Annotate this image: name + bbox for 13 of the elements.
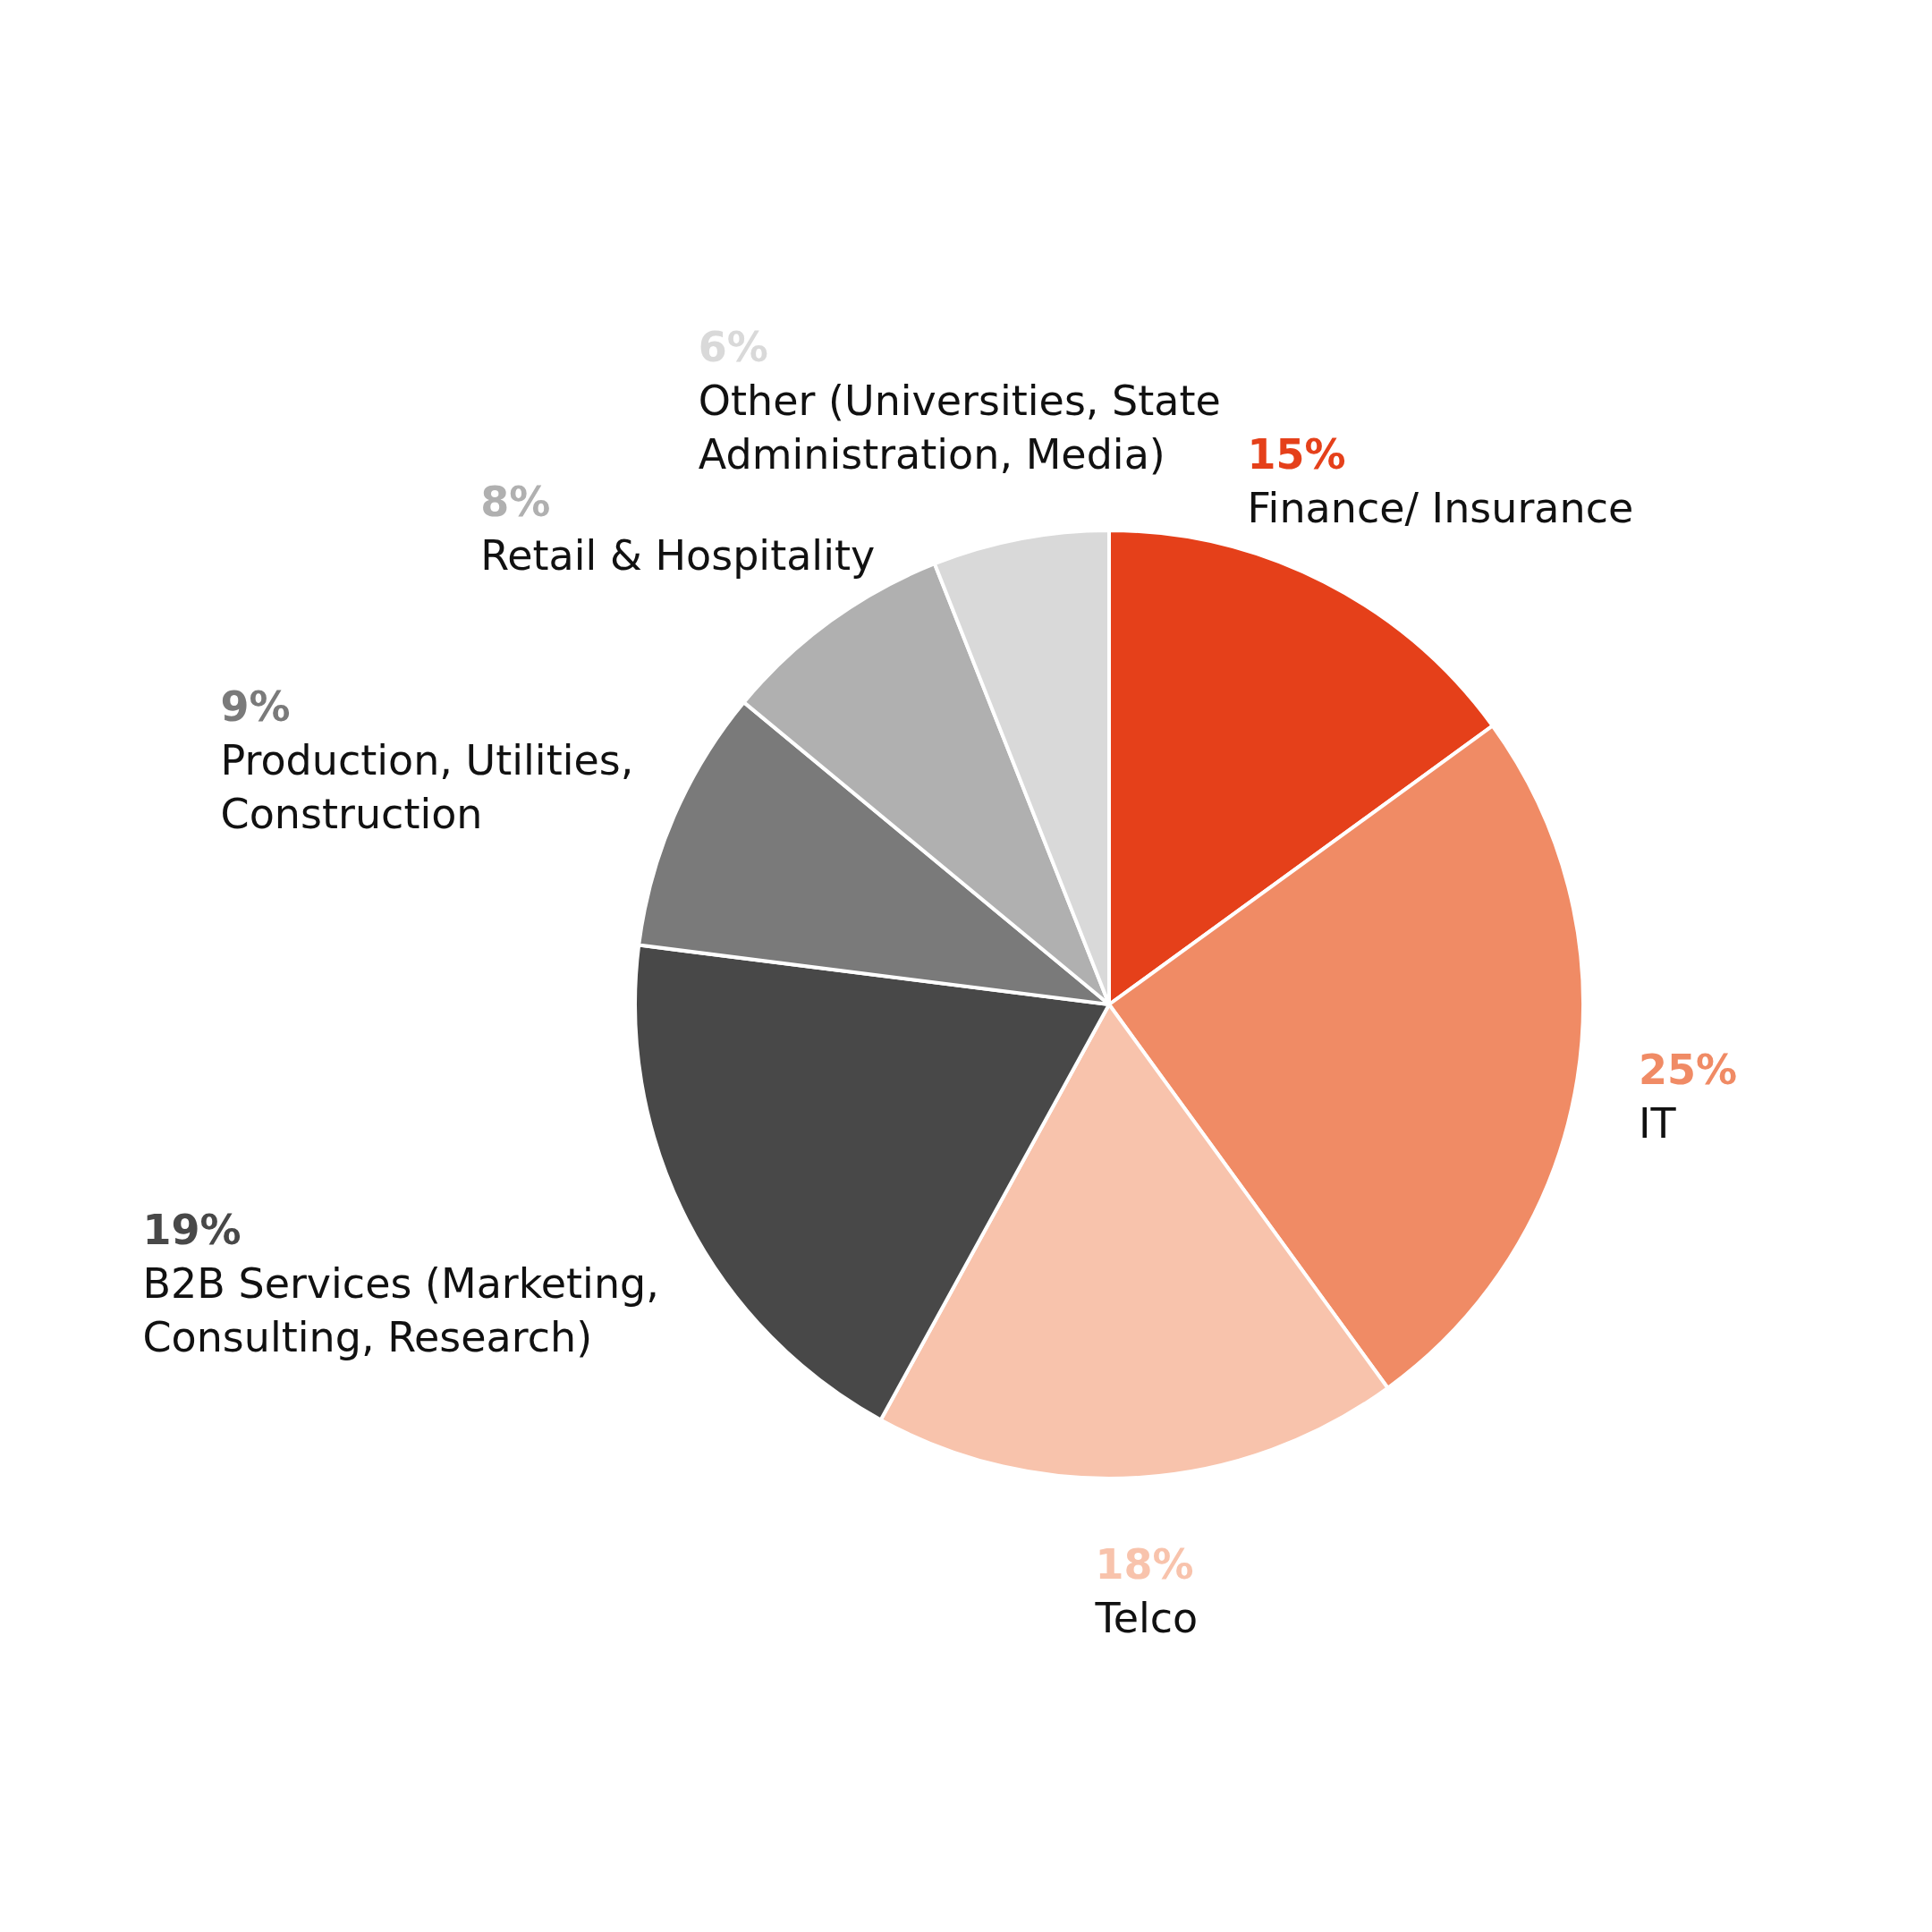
- data-label: 18%: [1095, 1539, 1194, 1589]
- data-label: 25%: [1638, 1045, 1738, 1094]
- slice-label: Retail & Hospitality: [480, 531, 876, 580]
- data-label: 15%: [1247, 429, 1346, 479]
- slice-label: Other (Universities, State Administration, Media): [698, 377, 1221, 479]
- slice-label: Production, Utilities, Construction: [220, 736, 634, 839]
- slice-label: Finance/ Insurance: [1247, 483, 1634, 532]
- data-label: 9%: [220, 682, 291, 732]
- data-label: 19%: [142, 1205, 242, 1254]
- slice-label: IT: [1638, 1098, 1677, 1148]
- slice-label: B2B Services (Marketing, Consulting, Research): [142, 1258, 659, 1361]
- slice-label: Telco: [1094, 1593, 1199, 1642]
- data-label: 8%: [480, 478, 551, 527]
